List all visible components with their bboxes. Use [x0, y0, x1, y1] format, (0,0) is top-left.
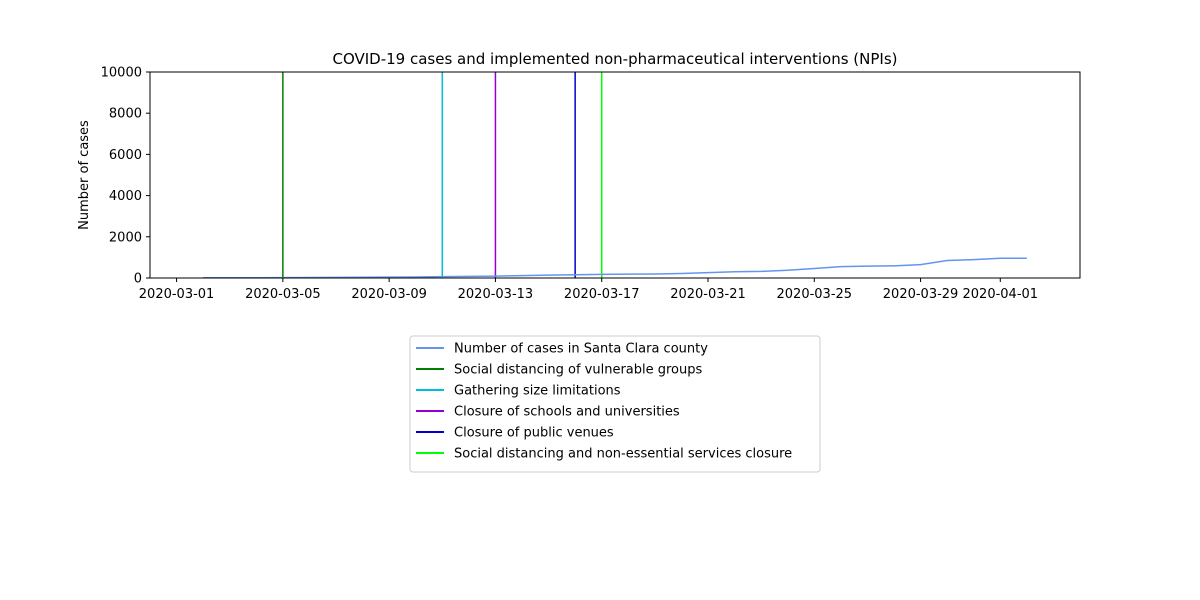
y-tick-label: 10000 [101, 66, 142, 81]
legend-frame [409, 335, 821, 473]
legend-label-2: Social distancing of vulnerable groups [454, 363, 703, 378]
x-tick-label: 2020-03-29 [883, 287, 959, 302]
x-tick-label: 2020-03-13 [458, 287, 534, 302]
y-tick-label: 4000 [109, 189, 142, 204]
y-tick-label: 8000 [109, 107, 142, 122]
legend-label-5: Closure of public venues [454, 426, 614, 441]
legend-label-4: Closure of schools and universities [454, 405, 680, 420]
x-tick-label: 2020-03-01 [139, 287, 215, 302]
x-tick-label: 2020-03-17 [564, 287, 640, 302]
plot-area: 0 2000 4000 6000 8000 10000 2020-03-01 2020-03-… [101, 66, 1081, 302]
x-tick-label: 2020-03-25 [777, 287, 853, 302]
x-tick-label: 2020-03-05 [245, 287, 321, 302]
x-tick-label: 2020-03-09 [351, 287, 427, 302]
legend-label-3: Gathering size limitations [454, 384, 621, 399]
y-tick-label: 2000 [109, 230, 142, 245]
chart-title: COVID-19 cases and implemented non-pharm… [332, 50, 897, 68]
x-tick-label: 2020-04-01 [963, 287, 1039, 302]
y-tick-label: 0 [134, 272, 142, 287]
plot-frame [149, 71, 1081, 279]
x-tick-label: 2020-03-21 [670, 287, 746, 302]
y-axis-label: Number of cases [77, 120, 92, 230]
y-tick-label: 6000 [109, 148, 142, 163]
legend: Number of cases in Santa Clara county Soc… [409, 335, 821, 473]
legend-label-6: Social distancing and non-essential serv… [454, 447, 792, 462]
series-line-1 [203, 257, 1027, 279]
legend-label-1: Number of cases in Santa Clara county [454, 342, 708, 357]
